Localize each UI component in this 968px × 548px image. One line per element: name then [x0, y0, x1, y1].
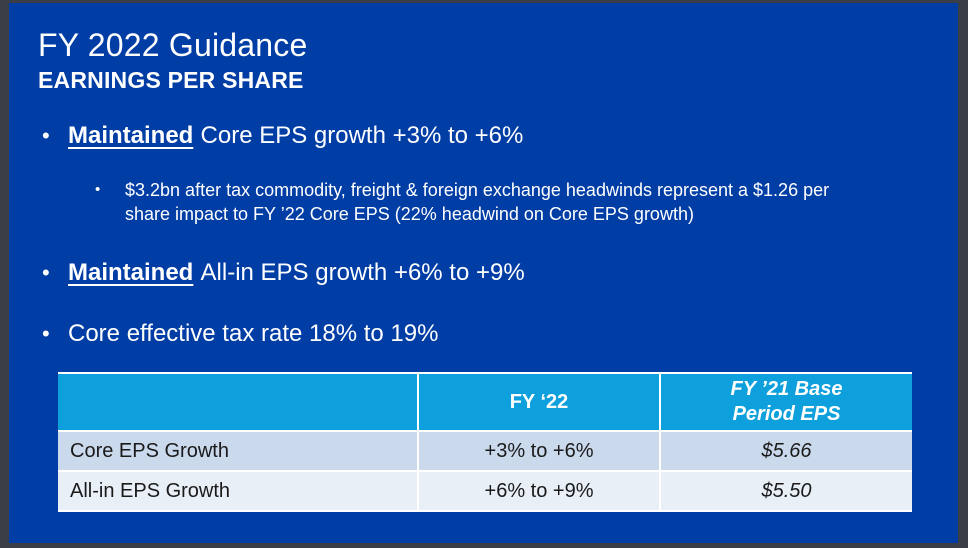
- fy22-value: +6% to +9%: [417, 470, 661, 512]
- bullet-text: Core effective tax rate 18% to 19%: [68, 319, 438, 349]
- page-title: FY 2022 Guidance: [38, 27, 308, 63]
- fy21-value: $5.66: [659, 430, 912, 472]
- fy21-value: $5.50: [659, 470, 912, 512]
- bullet-icon: •: [42, 123, 50, 148]
- bullet-all-in-eps-growth: • Maintained All-in EPS growth +6% to +9%: [42, 258, 958, 288]
- sub-bullet-text: $3.2bn after tax commodity, freight & fo…: [125, 180, 830, 224]
- table-row: All-in EPS Growth +6% to +9% $5.50: [58, 470, 912, 512]
- row-label: All-in EPS Growth: [58, 470, 419, 512]
- bullet-tax-rate: • Core effective tax rate 18% to 19%: [42, 319, 958, 349]
- row-label: Core EPS Growth: [58, 430, 419, 472]
- table-row: Core EPS Growth +3% to +6% $5.66: [58, 430, 912, 472]
- emphasis-maintained: Maintained: [68, 259, 194, 286]
- bullet-text: Maintained All-in EPS growth +6% to +9%: [68, 258, 525, 288]
- slide: FY 2022 Guidance EARNINGS PER SHARE • Ma…: [9, 3, 958, 543]
- bullet-body: Core EPS growth +3% to +6%: [200, 122, 524, 149]
- emphasis-maintained: Maintained: [68, 122, 194, 149]
- header-cell-empty: [58, 372, 419, 432]
- header-cell-fy22: FY ‘22: [417, 372, 661, 432]
- bullet-icon: •: [42, 260, 50, 285]
- bullet-text: Maintained Core EPS growth +3% to +6%: [68, 121, 523, 151]
- table-header-row: FY ‘22 FY ’21 Base Period EPS: [58, 372, 912, 432]
- fy22-value: +3% to +6%: [417, 430, 661, 472]
- bullet-body: All-in EPS growth +6% to +9%: [200, 259, 525, 286]
- bullet-icon: •: [42, 321, 50, 346]
- header-cell-fy21-base: FY ’21 Base Period EPS: [659, 372, 912, 432]
- page-subtitle: EARNINGS PER SHARE: [38, 67, 304, 93]
- bullet-body: Core effective tax rate 18% to 19%: [68, 320, 439, 347]
- eps-guidance-table: FY ‘22 FY ’21 Base Period EPS Core EPS G…: [58, 372, 912, 512]
- sub-bullet-headwinds: • $3.2bn after tax commodity, freight & …: [95, 178, 958, 226]
- bullet-core-eps-growth: • Maintained Core EPS growth +3% to +6%: [42, 121, 958, 151]
- bullet-icon: •: [95, 181, 101, 198]
